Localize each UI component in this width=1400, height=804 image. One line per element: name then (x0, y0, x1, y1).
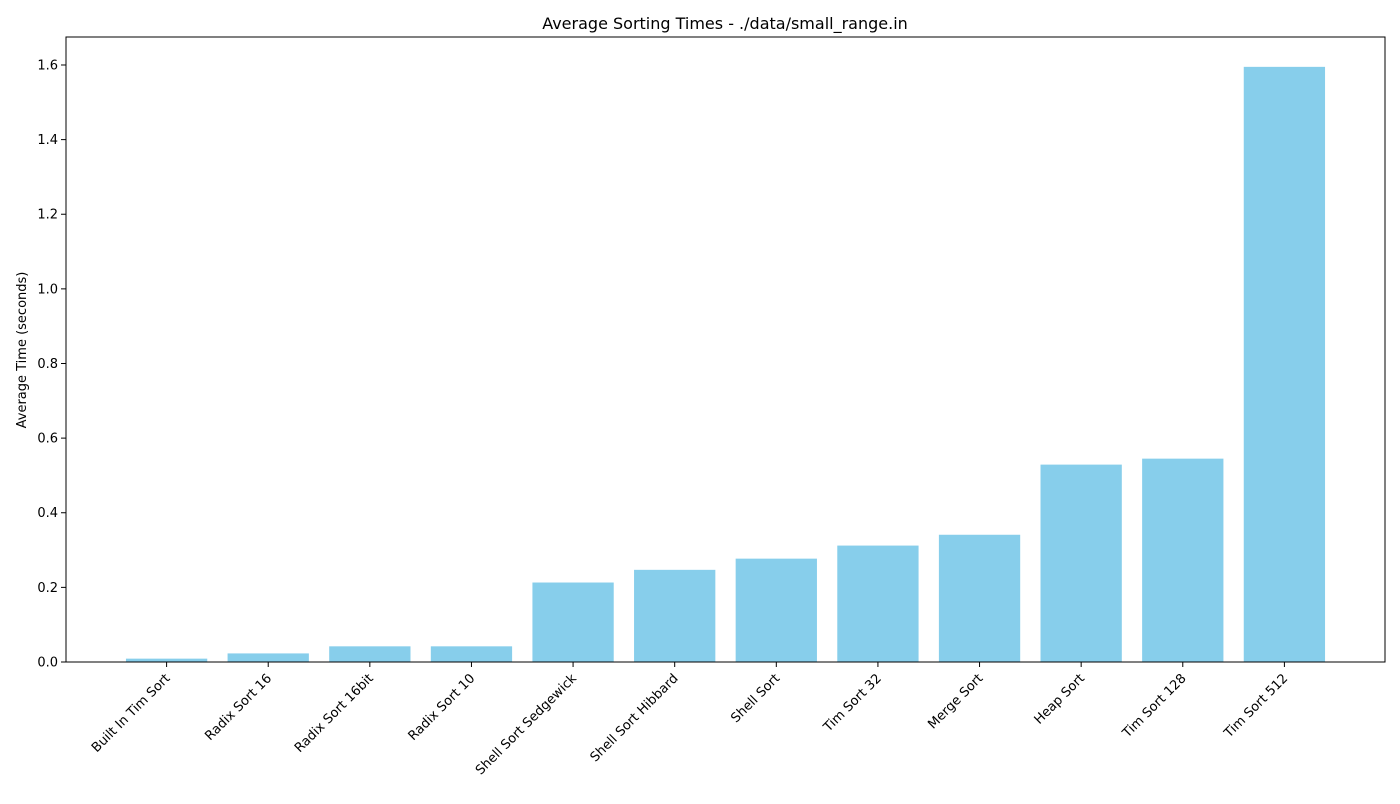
bar-tim-sort-128 (1142, 458, 1224, 662)
x-tick-label: Tim Sort 32 (820, 671, 885, 736)
chart-title: Average Sorting Times - ./data/small_ran… (542, 14, 908, 34)
x-tick-label: Shell Sort Hibbard (588, 671, 682, 765)
plot-frame (65, 36, 1386, 663)
bar-shell-sort-sedgewick (532, 582, 614, 662)
y-tick-label: 0.8 (37, 357, 58, 372)
bar-tim-sort-32 (837, 545, 919, 662)
x-tick-label: Tim Sort 512 (1221, 671, 1291, 741)
bar-heap-sort (1040, 464, 1122, 662)
x-tick-label: Radix Sort 10 (406, 671, 479, 744)
x-tick-label: Shell Sort (728, 671, 783, 726)
x-tick-label: Shell Sort Sedgewick (473, 671, 580, 778)
y-axis-label: Average Time (seconds) (15, 272, 30, 429)
x-tick-label: Built In Tim Sort (89, 671, 173, 755)
x-tick-label: Heap Sort (1032, 671, 1088, 727)
y-tick-label: 1.4 (37, 133, 58, 148)
y-tick-label: 0.0 (37, 656, 58, 671)
y-axis: 0.0 0.2 0.4 0.6 0.8 1.0 1.2 1.4 1.6 (37, 58, 66, 671)
x-tick-label: Radix Sort 16bit (292, 671, 377, 756)
bar-merge-sort (938, 534, 1021, 662)
y-tick-label: 0.6 (37, 432, 58, 447)
y-tick-label: 1.2 (37, 208, 58, 223)
bar-built-in-tim-sort (125, 658, 208, 662)
y-tick-label: 1.0 (37, 282, 58, 297)
x-tick-label: Merge Sort (925, 671, 986, 732)
x-tick-label: Tim Sort 128 (1119, 671, 1189, 741)
bar-radix-sort-16bit (329, 646, 411, 662)
y-tick-label: 1.6 (37, 58, 58, 73)
y-tick-label: 0.4 (37, 506, 58, 521)
bar-radix-sort-16 (227, 653, 309, 662)
y-tick-label: 0.2 (37, 581, 58, 596)
x-axis: Built In Tim Sort Radix Sort 16 Radix Sort… (89, 662, 1291, 778)
x-tick-label: Radix Sort 16 (202, 671, 275, 744)
bars-layer (125, 66, 1326, 662)
bar-radix-sort-10 (430, 646, 513, 662)
bar-shell-sort (735, 558, 817, 662)
bar-shell-sort-hibbard (634, 569, 716, 662)
bar-tim-sort-512 (1243, 66, 1326, 662)
